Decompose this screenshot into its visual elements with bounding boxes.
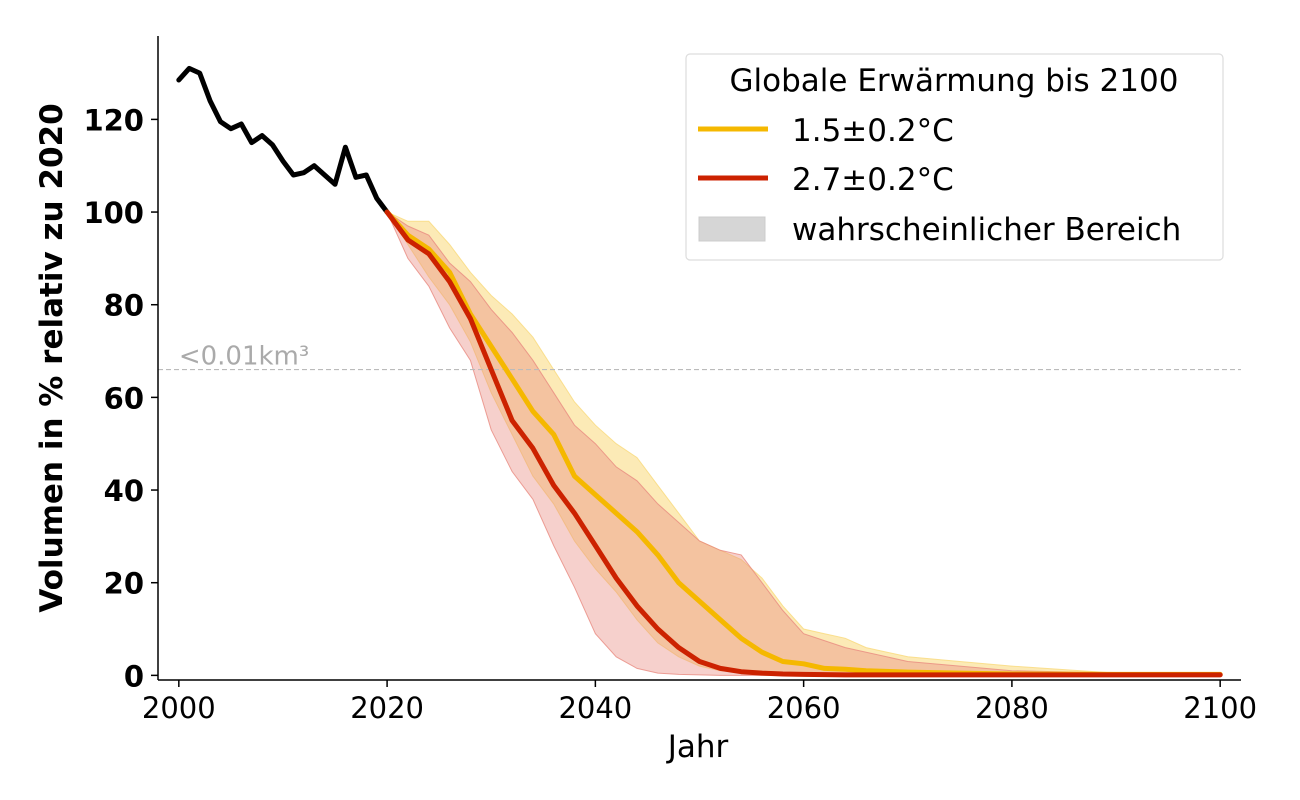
y-tick-label-20: 20 bbox=[104, 567, 144, 601]
range-bands bbox=[385, 210, 1221, 676]
x-tick-label-2000: 2000 bbox=[142, 691, 216, 725]
range-band-2-7 bbox=[385, 210, 1221, 676]
y-tick-label-100: 100 bbox=[83, 196, 144, 230]
x-axis-title: Jahr bbox=[666, 729, 729, 765]
series-lines bbox=[176, 65, 1223, 678]
y-tick-label-40: 40 bbox=[104, 474, 144, 508]
legend-label-range: wahrscheinlicher Bereich bbox=[792, 212, 1181, 248]
y-ticks: 0 20 40 60 80 100 120 bbox=[83, 103, 158, 693]
y-tick-label-0: 0 bbox=[124, 659, 144, 693]
y-tick-label-60: 60 bbox=[104, 381, 144, 415]
x-ticks: 2000 2020 2040 2060 2080 2100 bbox=[142, 680, 1257, 725]
legend-title: Globale Erwärmung bis 2100 bbox=[730, 63, 1179, 99]
legend-label-1-5: 1.5±0.2°C bbox=[792, 113, 954, 149]
x-tick-label-2100: 2100 bbox=[1183, 691, 1257, 725]
threshold-group: <0.01km³ bbox=[158, 342, 1241, 372]
y-axis-title: Volumen in % relativ zu 2020 bbox=[34, 103, 70, 612]
series-line-1-5 bbox=[384, 209, 1223, 677]
x-tick-label-2080: 2080 bbox=[975, 691, 1049, 725]
x-tick-label-2040: 2040 bbox=[558, 691, 632, 725]
legend-swatch-range bbox=[698, 216, 766, 242]
legend-box bbox=[685, 53, 1224, 261]
legend-label-2-7: 2.7±0.2°C bbox=[792, 162, 954, 198]
threshold-annotation: <0.01km³ bbox=[179, 342, 309, 372]
y-tick-label-120: 120 bbox=[83, 103, 144, 137]
x-tick-label-2020: 2020 bbox=[350, 691, 424, 725]
x-tick-label-2060: 2060 bbox=[767, 691, 841, 725]
historical-line bbox=[176, 65, 390, 215]
y-tick-label-80: 80 bbox=[104, 289, 144, 323]
legend: Globale Erwärmung bis 2100 1.5±0.2°C 2.7… bbox=[685, 53, 1224, 261]
series-line-2-7 bbox=[384, 209, 1223, 678]
